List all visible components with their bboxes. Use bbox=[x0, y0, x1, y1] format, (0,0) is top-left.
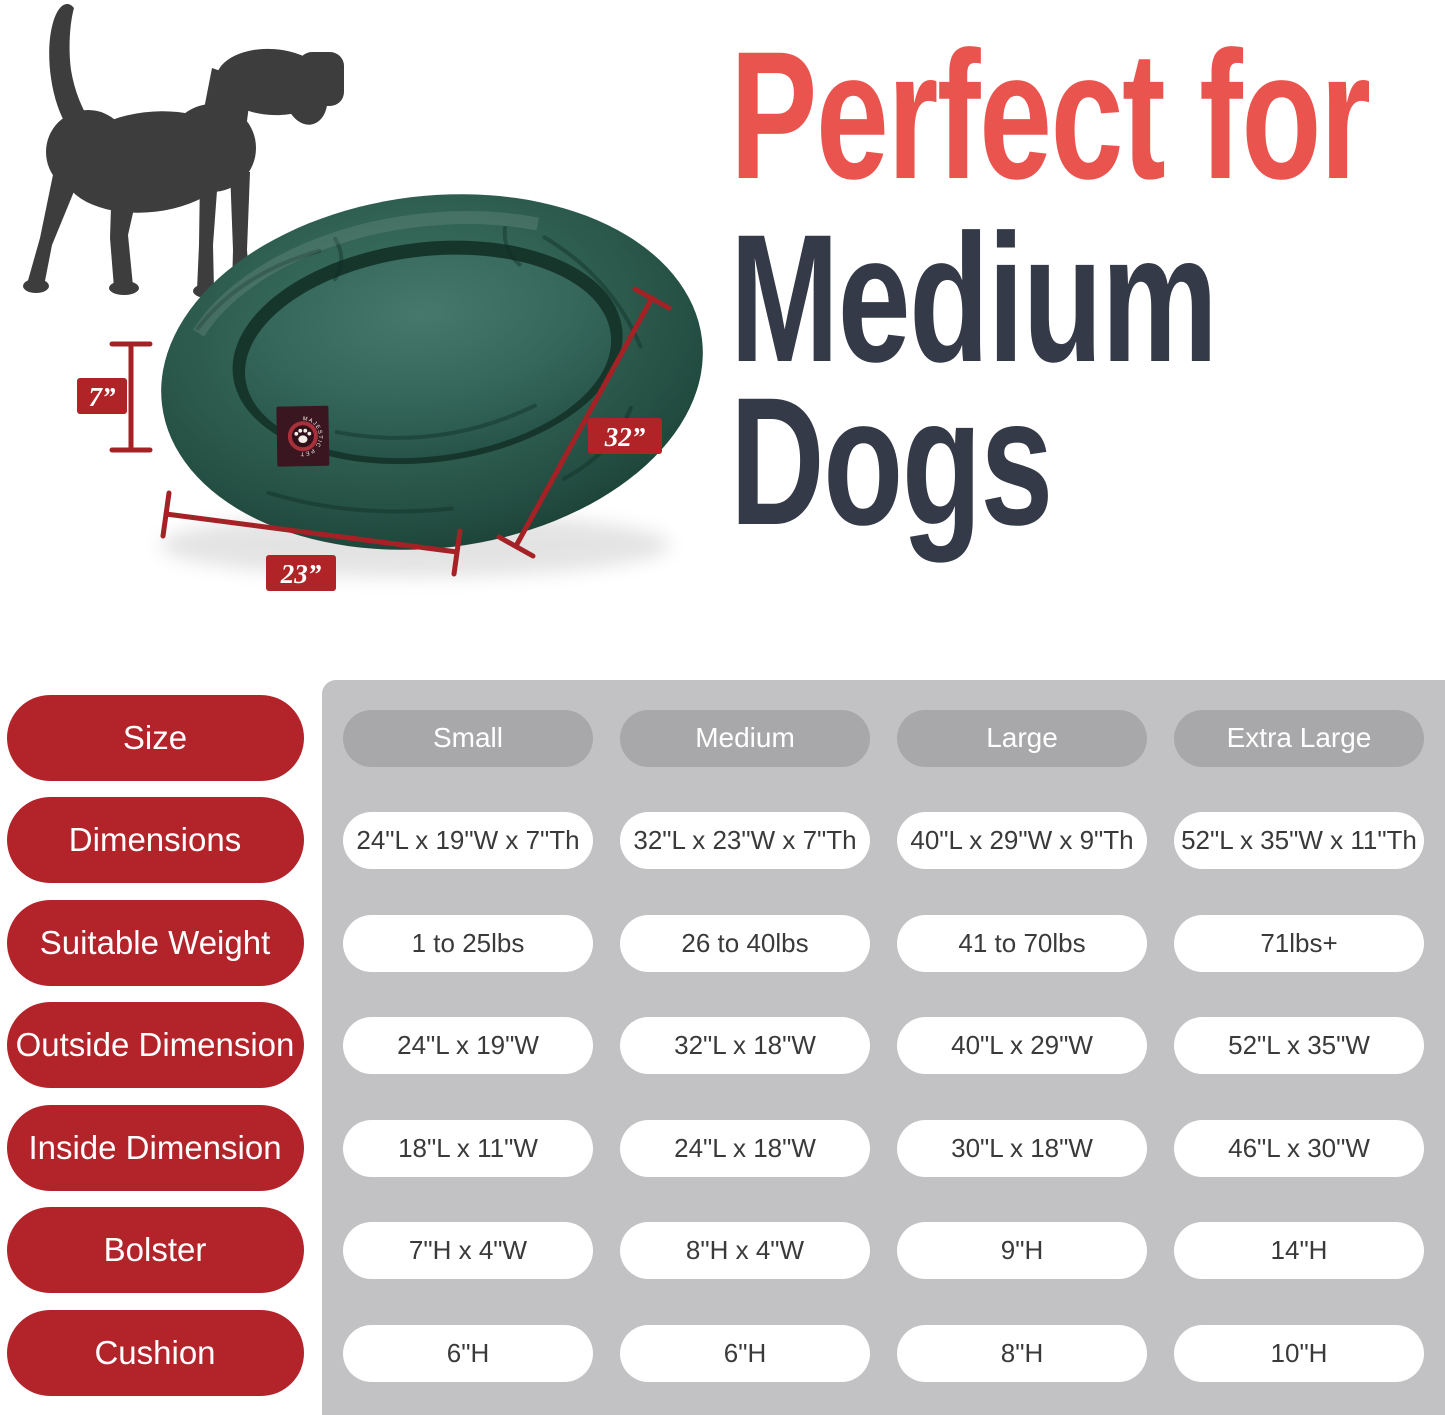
cell-pill-bolster-medium: 8"H x 4"W bbox=[620, 1221, 870, 1279]
cell-pill-cushion-large: 8"H bbox=[897, 1324, 1147, 1382]
column-header-pill-extra-large: Extra Large bbox=[1174, 709, 1424, 767]
heading-line-perfect-for: Perfect for bbox=[730, 13, 1371, 217]
cell-pill-inside-dimension-large: 30"L x 18"W bbox=[897, 1119, 1147, 1177]
cell-pill-bolster-extra-large: 14"H bbox=[1174, 1221, 1424, 1279]
cell-pill-suitable-weight-medium: 26 to 40lbs bbox=[620, 914, 870, 972]
cell-pill-cushion-extra-large: 10"H bbox=[1174, 1324, 1424, 1382]
column-header-pill-medium: Medium bbox=[620, 709, 870, 767]
row-label-pill-size: Size bbox=[6, 695, 304, 781]
cell-pill-dimensions-medium: 32"L x 23"W x 7"Th bbox=[620, 811, 870, 869]
cell-pill-cushion-small: 6"H bbox=[343, 1324, 593, 1382]
cell-pill-inside-dimension-medium: 24"L x 18"W bbox=[620, 1119, 870, 1177]
cell-pill-inside-dimension-extra-large: 46"L x 30"W bbox=[1174, 1119, 1424, 1177]
cell-pill-suitable-weight-extra-large: 71lbs+ bbox=[1174, 914, 1424, 972]
row-label-pill-bolster: Bolster bbox=[6, 1207, 304, 1293]
cell-pill-outside-dimension-medium: 32"L x 18"W bbox=[620, 1016, 870, 1074]
row-label-pill-suitable-weight: Suitable Weight bbox=[6, 900, 304, 986]
column-header-pill-large: Large bbox=[897, 709, 1147, 767]
svg-text:32”: 32” bbox=[604, 422, 646, 452]
row-label-pill-dimensions: Dimensions bbox=[6, 797, 304, 883]
cell-pill-dimensions-small: 24"L x 19"W x 7"Th bbox=[343, 811, 593, 869]
cell-pill-bolster-small: 7"H x 4"W bbox=[343, 1221, 593, 1279]
svg-text:7”: 7” bbox=[89, 382, 117, 412]
cell-pill-bolster-large: 9"H bbox=[897, 1221, 1147, 1279]
dimension-lines bbox=[109, 286, 672, 577]
svg-text:23”: 23” bbox=[280, 559, 322, 589]
row-label-pill-cushion: Cushion bbox=[6, 1310, 304, 1396]
dog-bed-photo: MAJESTIC PET bbox=[161, 194, 703, 550]
cell-pill-outside-dimension-extra-large: 52"L x 35"W bbox=[1174, 1016, 1424, 1074]
cell-pill-cushion-medium: 6"H bbox=[620, 1324, 870, 1382]
cell-pill-suitable-weight-small: 1 to 25lbs bbox=[343, 914, 593, 972]
column-header-pill-small: Small bbox=[343, 709, 593, 767]
cell-pill-suitable-weight-large: 41 to 70lbs bbox=[897, 914, 1147, 972]
height-dimension-label: 7” bbox=[77, 378, 127, 414]
cell-pill-dimensions-large: 40"L x 29"W x 9"Th bbox=[897, 811, 1147, 869]
row-label-pill-outside-dimension: Outside Dimension bbox=[6, 1002, 304, 1088]
cell-pill-inside-dimension-small: 18"L x 11"W bbox=[343, 1119, 593, 1177]
row-label-pill-inside-dimension: Inside Dimension bbox=[6, 1105, 304, 1191]
heading-line-dogs: Dogs bbox=[730, 359, 1053, 563]
cell-pill-outside-dimension-small: 24"L x 19"W bbox=[343, 1016, 593, 1074]
heading-line-medium: Medium bbox=[730, 196, 1218, 400]
cell-pill-dimensions-extra-large: 52"L x 35"W x 11"Th bbox=[1174, 811, 1424, 869]
size-diagram: MAJESTIC PET 7” 32” bbox=[23, 3, 703, 591]
width-dimension-label: 23” bbox=[266, 555, 336, 591]
length-dimension-label: 32” bbox=[588, 418, 662, 454]
majestic-pet-tag: MAJESTIC PET bbox=[276, 405, 330, 467]
cell-pill-outside-dimension-large: 40"L x 29"W bbox=[897, 1016, 1147, 1074]
